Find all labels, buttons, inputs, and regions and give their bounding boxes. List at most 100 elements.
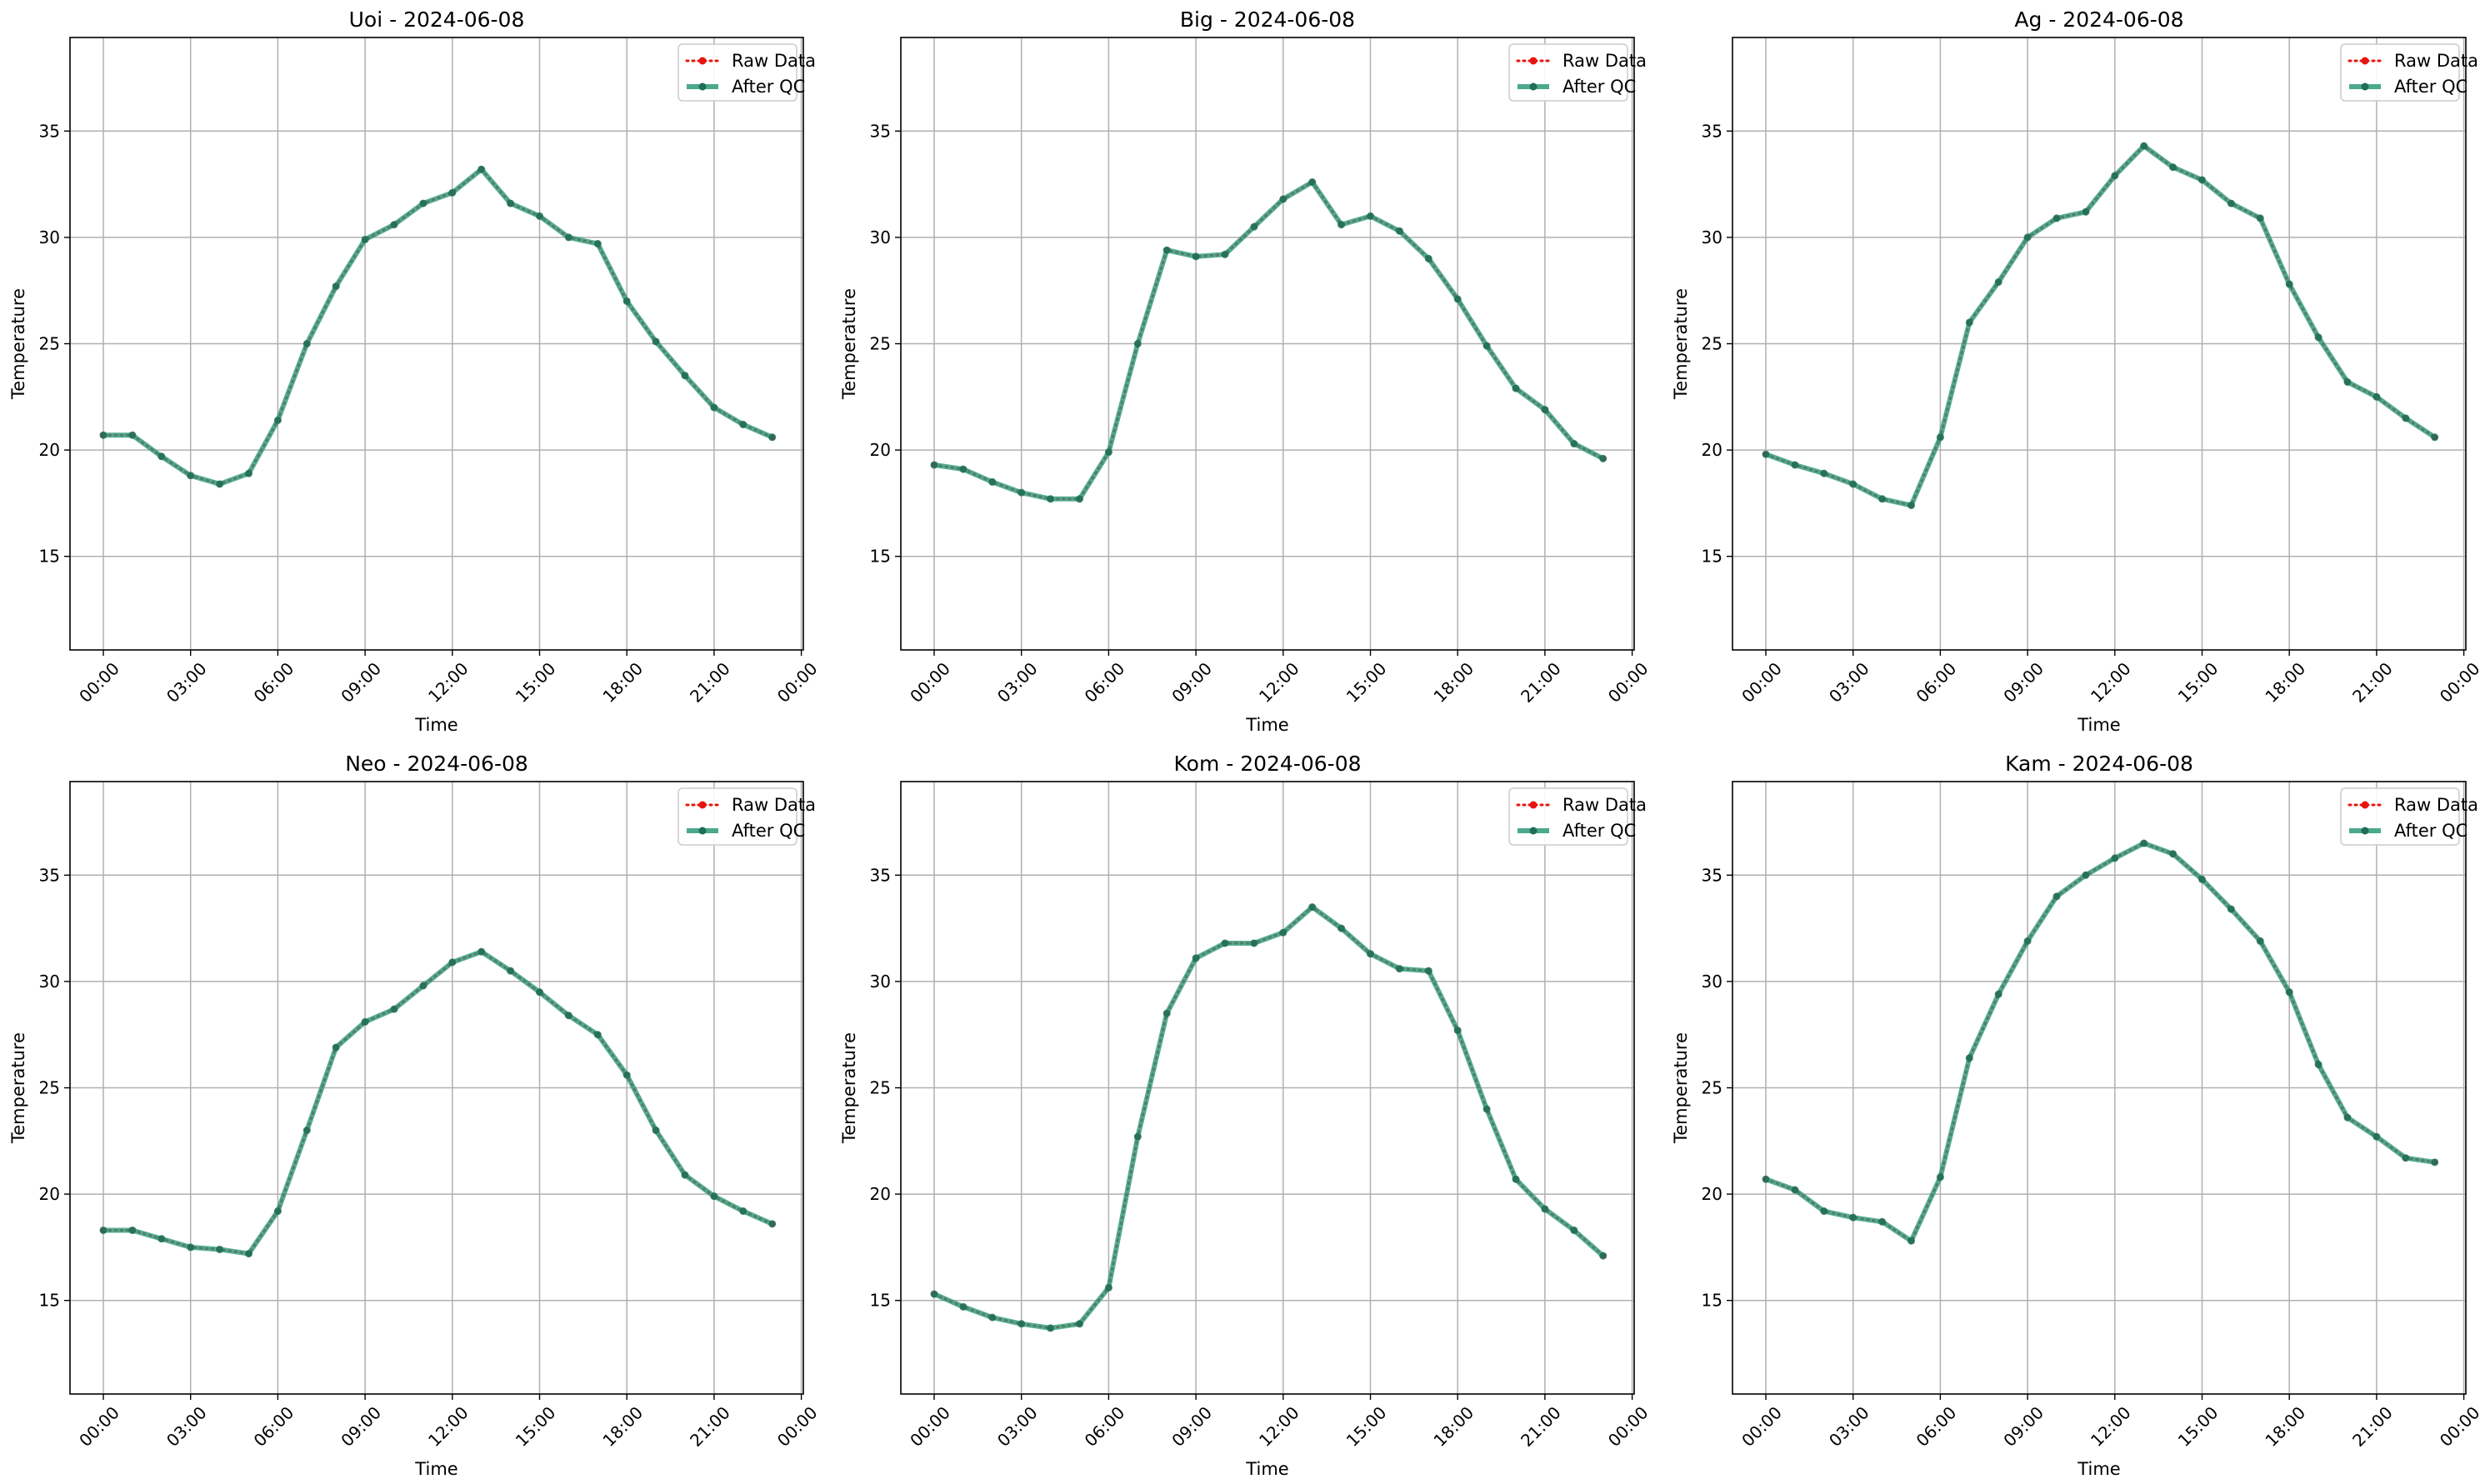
y-tick-label: 25	[39, 1078, 60, 1098]
legend-label-after-qc: After QC	[2394, 77, 2468, 97]
point-after-qc	[652, 1127, 660, 1135]
series-line-after-qc	[932, 904, 1605, 1331]
point-after-qc	[1965, 1054, 1973, 1062]
point-after-qc	[2285, 280, 2293, 288]
y-tick-label: 20	[39, 440, 60, 460]
point-after-qc	[1453, 295, 1462, 303]
x-tick-label: 12:00	[2087, 1402, 2135, 1451]
y-axis-label: Temperature	[1671, 288, 1691, 400]
point-after-qc	[507, 967, 515, 975]
y-tick-label: 15	[39, 1291, 60, 1311]
point-after-qc	[564, 233, 572, 242]
point-after-qc	[2082, 871, 2090, 879]
point-after-qc	[2402, 414, 2410, 422]
legend-label-after-qc: After QC	[2394, 821, 2468, 841]
point-after-qc	[622, 1071, 631, 1079]
x-tick-label: 06:00	[1081, 658, 1129, 707]
point-after-qc	[1047, 1324, 1055, 1332]
x-tick-label: 21:00	[686, 1402, 734, 1451]
point-after-qc	[1820, 1207, 1828, 1216]
point-after-qc	[478, 165, 486, 173]
point-after-qc	[1279, 195, 1288, 203]
x-tick-label: 03:00	[1825, 658, 1873, 707]
point-after-qc	[536, 988, 543, 997]
point-after-qc	[710, 1192, 718, 1201]
point-after-qc	[1849, 1213, 1858, 1222]
x-tick-label: 09:00	[337, 658, 385, 707]
x-axis-label: Time	[2077, 715, 2120, 735]
point-after-qc	[332, 282, 340, 291]
point-after-qc	[2343, 377, 2352, 386]
series-line-raw-data	[102, 950, 774, 1256]
y-axis-label: Temperature	[8, 288, 28, 400]
point-after-qc	[302, 1127, 311, 1135]
legend-marker-raw-data	[2361, 57, 2369, 65]
x-tick-label: 03:00	[993, 1402, 1042, 1451]
point-after-qc	[302, 340, 311, 347]
point-after-qc	[1878, 1217, 1887, 1226]
point-after-qc	[1424, 967, 1432, 975]
point-after-qc	[448, 188, 457, 197]
point-after-qc	[710, 403, 718, 412]
point-after-qc	[1482, 1105, 1491, 1113]
x-tick-label: 15:00	[2174, 658, 2222, 707]
subplot-2: 00:00 03:00 06:00 09:00 12:00 15:00 18:00 21:00…	[839, 7, 1652, 735]
x-tick-label: 12:00	[424, 658, 472, 707]
point-after-qc	[1162, 1009, 1171, 1017]
x-tick-label: 00:00	[773, 1402, 822, 1451]
point-after-qc	[1512, 1175, 1520, 1183]
legend-label-after-qc: After QC	[1562, 77, 1636, 97]
subplot-title: Uoi - 2024-06-08	[349, 7, 525, 32]
point-after-qc	[2169, 163, 2178, 172]
y-tick-label: 25	[1702, 1078, 1722, 1098]
point-after-qc	[2431, 433, 2439, 442]
point-after-qc	[1482, 342, 1491, 350]
point-after-qc	[622, 297, 631, 305]
x-tick-label: 18:00	[598, 1402, 647, 1451]
point-after-qc	[1047, 495, 1055, 503]
point-after-qc	[245, 1250, 252, 1258]
y-axis-label: Temperature	[839, 1032, 859, 1144]
legend-marker-after-qc	[2361, 82, 2369, 91]
legend-label-after-qc: After QC	[1562, 821, 1636, 841]
legend-label-raw-data: Raw Data	[2394, 51, 2478, 71]
x-tick-label: 00:00	[1604, 1402, 1652, 1451]
point-after-qc	[1820, 469, 1828, 477]
legend-label-after-qc: After QC	[732, 77, 805, 97]
point-after-qc	[507, 199, 515, 207]
point-after-qc	[1338, 924, 1346, 932]
point-after-qc	[1570, 439, 1578, 447]
point-after-qc	[1570, 1226, 1578, 1234]
y-tick-label: 35	[870, 121, 891, 141]
y-tick-label: 35	[39, 121, 60, 141]
x-tick-label: 15:00	[1342, 658, 1391, 707]
point-after-qc	[930, 461, 938, 469]
legend-label-raw-data: Raw Data	[732, 795, 816, 815]
point-after-qc	[988, 1313, 997, 1322]
y-tick-label: 15	[870, 1291, 891, 1311]
point-after-qc	[128, 1226, 137, 1234]
legend: Raw Data After QC	[678, 787, 816, 846]
point-after-qc	[593, 240, 602, 248]
point-after-qc	[99, 431, 108, 439]
point-after-qc	[273, 416, 282, 424]
point-after-qc	[2256, 937, 2264, 945]
point-after-qc	[2082, 207, 2090, 216]
x-tick-label: 15:00	[2174, 1402, 2222, 1451]
legend: Raw Data After QC	[678, 43, 816, 102]
legend-marker-raw-data	[1529, 57, 1538, 65]
point-after-qc	[739, 1207, 748, 1216]
legend: Raw Data After QC	[2340, 43, 2478, 102]
x-axis-label: Time	[414, 1459, 458, 1479]
x-tick-label: 09:00	[1999, 1402, 2048, 1451]
point-after-qc	[245, 469, 252, 477]
x-tick-label: 06:00	[1912, 658, 1961, 707]
point-after-qc	[1994, 990, 2002, 998]
y-tick-label: 15	[1702, 1291, 1722, 1311]
point-after-qc	[419, 982, 428, 990]
point-after-qc	[187, 1243, 195, 1252]
point-after-qc	[273, 1207, 282, 1216]
point-after-qc	[128, 431, 137, 439]
y-tick-label: 30	[1702, 227, 1722, 247]
x-tick-label: 00:00	[906, 658, 954, 707]
